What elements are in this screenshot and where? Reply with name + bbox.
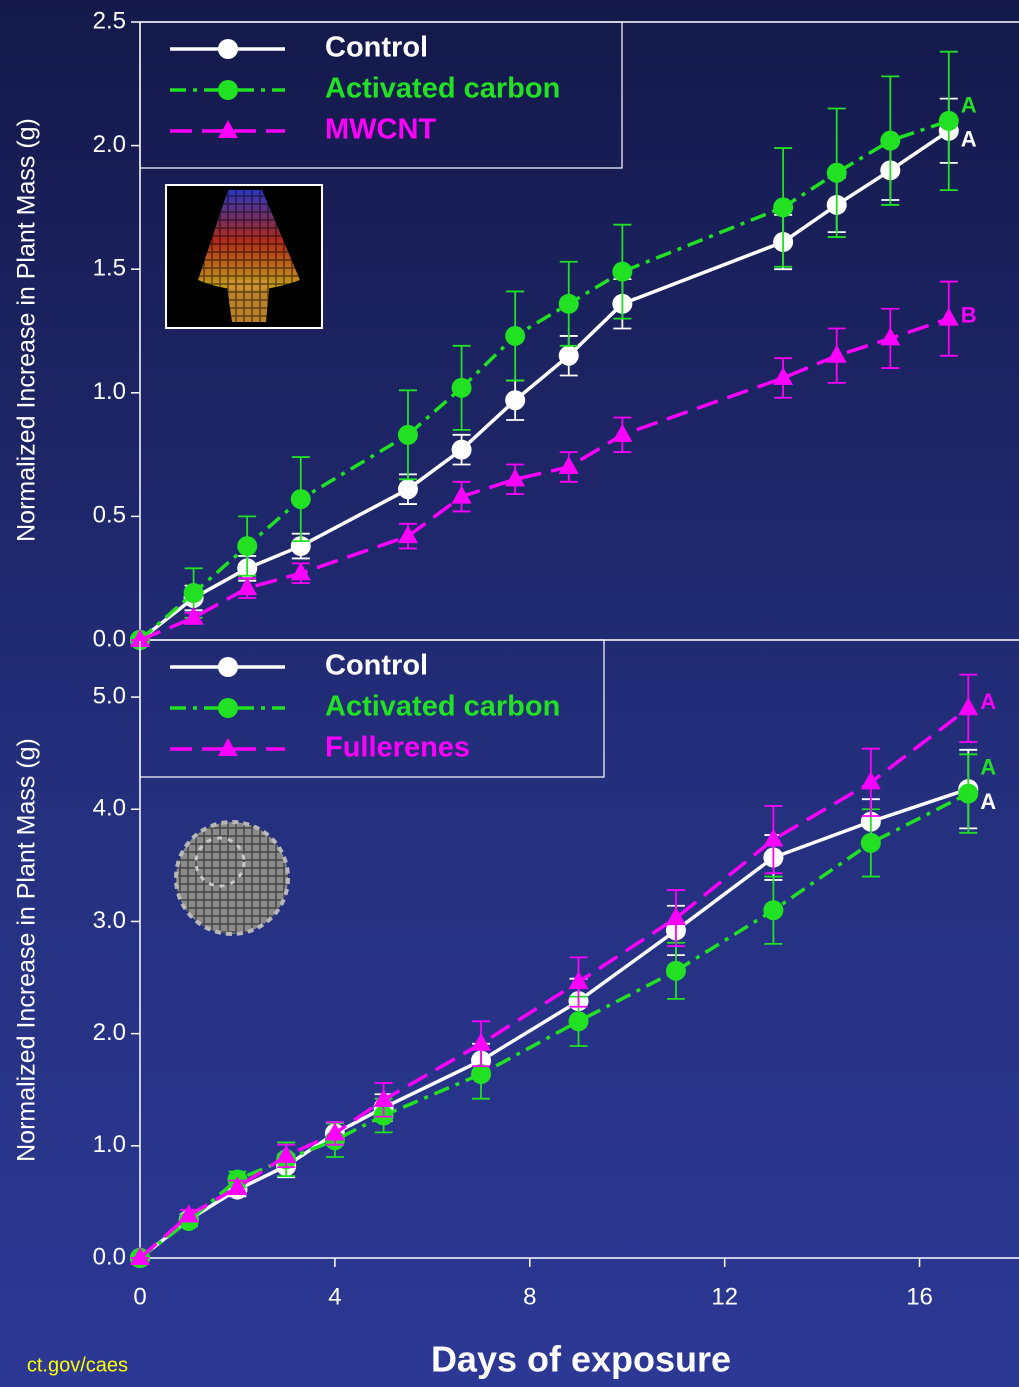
marker (939, 111, 959, 131)
legend-label: MWCNT (325, 114, 436, 146)
y-tick-label: 1.0 (93, 1131, 126, 1158)
y-tick-label: 1.0 (93, 378, 126, 405)
marker (958, 784, 978, 804)
marker (237, 536, 257, 556)
footer: ct.gov/caes (27, 1354, 128, 1376)
nanotube-image (166, 185, 322, 328)
marker (398, 425, 418, 445)
x-tick-label: 12 (711, 1283, 738, 1310)
y-tick-label: 5.0 (93, 682, 126, 709)
group-label: A (961, 93, 977, 118)
group-label: A (980, 789, 996, 814)
y-tick-label: 2.5 (93, 7, 126, 34)
marker (773, 197, 793, 217)
marker (559, 294, 579, 314)
x-tick-label: 8 (523, 1283, 536, 1310)
group-label: A (980, 689, 996, 714)
marker (398, 479, 418, 499)
marker (612, 262, 632, 282)
group-label: B (961, 302, 977, 327)
legend-marker (218, 698, 238, 718)
y-tick-label: 0.0 (93, 625, 126, 652)
marker (861, 833, 881, 853)
marker (452, 440, 472, 460)
x-tick-label: 16 (906, 1283, 933, 1310)
y-tick-label: 4.0 (93, 795, 126, 822)
y-tick-label: 1.5 (93, 255, 126, 282)
marker (559, 346, 579, 366)
legend-label: Activated carbon (325, 73, 560, 105)
marker (452, 378, 472, 398)
marker (763, 900, 783, 920)
marker (569, 1011, 589, 1031)
legend-label: Fullerenes (325, 732, 470, 764)
group-label: A (980, 754, 996, 779)
x-axis-label: Days of exposure (431, 1339, 731, 1380)
y-axis-label: Normalized Increase in Plant Mass (g) (13, 118, 41, 542)
y-tick-label: 3.0 (93, 907, 126, 934)
legend-marker (218, 39, 238, 59)
y-tick-label: 2.0 (93, 1019, 126, 1046)
marker (505, 326, 525, 346)
y-tick-label: 0.0 (93, 1243, 126, 1270)
marker (291, 489, 311, 509)
legend-label: Activated carbon (325, 691, 560, 723)
chart: Days of exposure ct.gov/caes 0.0 0.5 1.0 1.… (0, 0, 1019, 1387)
marker (505, 390, 525, 410)
x-tick-label: 4 (328, 1283, 341, 1310)
legend-marker (218, 657, 238, 677)
marker (880, 131, 900, 151)
y-tick-label: 0.5 (93, 502, 126, 529)
marker (666, 961, 686, 981)
y-tick-label: 2.0 (93, 131, 126, 158)
marker (184, 583, 204, 603)
legend-marker (218, 80, 238, 100)
fullerene-image (176, 822, 288, 934)
legend-label: Control (325, 32, 428, 64)
x-tick-label: 0 (133, 1283, 146, 1310)
y-axis-label: Normalized Increase in Plant Mass (g) (13, 738, 41, 1162)
legend-label: Control (325, 650, 428, 682)
marker (827, 163, 847, 183)
group-label: A (961, 127, 977, 152)
